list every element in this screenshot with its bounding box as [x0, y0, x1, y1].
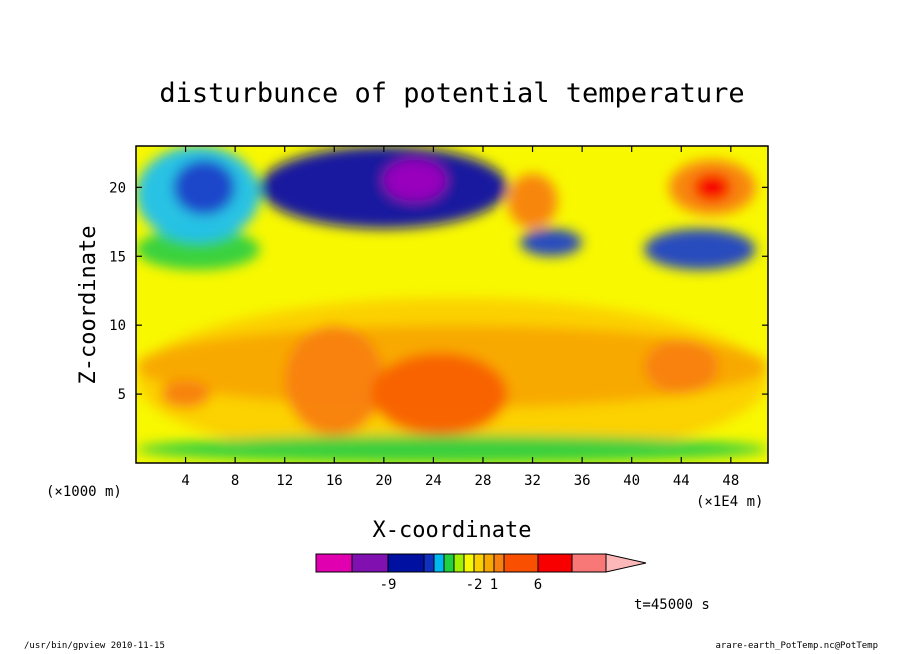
y-tick-label: 15 — [109, 249, 126, 265]
y-tick-label: 20 — [109, 180, 126, 196]
colorbar-swatch — [423, 553, 435, 573]
field-region — [160, 380, 211, 408]
footer-left: /usr/bin/gpview 2010-11-15 — [24, 641, 165, 651]
field-region — [644, 228, 756, 271]
colorbar-swatch — [463, 553, 475, 573]
colorbar-swatch — [537, 553, 573, 573]
x-tick-label: 20 — [375, 473, 392, 489]
field-region — [259, 146, 508, 229]
field-region — [507, 173, 558, 229]
colorbar-arrow — [605, 553, 647, 573]
colorbar-swatch — [443, 553, 455, 573]
colorbar-swatch — [493, 553, 505, 573]
x-tick-label: 12 — [276, 473, 293, 489]
colorbar-swatch — [453, 553, 465, 573]
x-unit-right: (×1E4 m) — [696, 494, 763, 510]
field-region — [284, 325, 384, 436]
colorbar-swatch — [473, 553, 485, 573]
colorbar-swatch — [387, 553, 425, 573]
x-tick-label: 40 — [623, 473, 640, 489]
chart-title: disturbunce of potential temperature — [159, 78, 744, 109]
plot-field — [136, 146, 768, 463]
colorbar-swatch — [503, 553, 539, 573]
plot-frame — [135, 145, 769, 464]
x-tick-label: 32 — [524, 473, 541, 489]
colorbar-tick-label: -9 — [380, 577, 397, 593]
x-tick-label: 4 — [181, 473, 189, 489]
colorbar-tick-label: -2 — [466, 577, 483, 593]
colorbar: -9 -2 1 6 — [315, 553, 647, 593]
colorbar-swatch — [351, 553, 389, 573]
y-tick-label: 5 — [118, 387, 126, 403]
y-axis-label: Z-coordinate — [76, 226, 101, 385]
field-region — [693, 173, 731, 202]
x-unit-left: (×1000 m) — [46, 484, 122, 500]
colorbar-swatch — [571, 553, 607, 573]
footer-right: arare-earth_PotTemp.nc@PotTemp — [715, 641, 878, 651]
y-axis: 5 10 15 20 — [109, 180, 768, 403]
y-tick-label: 10 — [109, 318, 126, 334]
colorbar-swatch — [433, 553, 445, 573]
field-region — [644, 338, 719, 395]
field-region — [520, 228, 583, 257]
x-tick-label: 48 — [722, 473, 739, 489]
field-region — [173, 159, 236, 215]
colorbar-tick-label: 6 — [534, 577, 542, 593]
field-region — [371, 352, 508, 436]
x-tick-label: 16 — [326, 473, 343, 489]
field-region — [136, 228, 260, 271]
field-region — [136, 435, 768, 463]
time-label: t=45000 s — [634, 597, 710, 613]
colorbar-swatch — [315, 553, 353, 573]
colorbar-tick-label: 1 — [490, 577, 498, 593]
x-axis: 4 8 12 16 20 24 28 32 36 40 44 48 — [181, 146, 739, 489]
x-tick-label: 8 — [231, 473, 239, 489]
field-region — [383, 159, 446, 202]
field-regions — [136, 146, 768, 463]
x-axis-label: X-coordinate — [373, 518, 532, 543]
x-tick-label: 28 — [475, 473, 492, 489]
x-tick-label: 24 — [425, 473, 442, 489]
x-tick-label: 44 — [673, 473, 690, 489]
colorbar-swatch — [483, 553, 495, 573]
x-tick-label: 36 — [574, 473, 591, 489]
